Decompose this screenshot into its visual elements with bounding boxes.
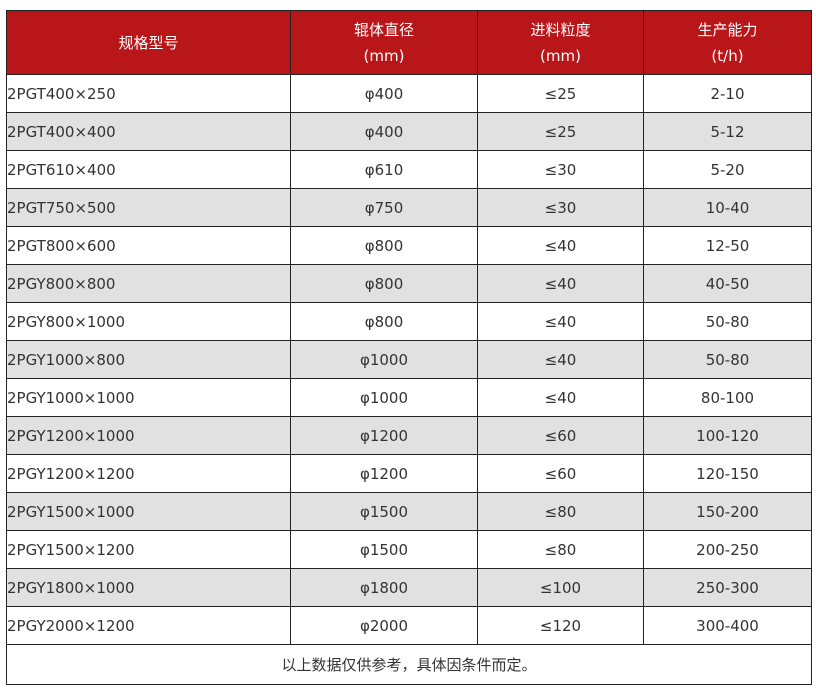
- table-cell: 12-50: [643, 226, 812, 265]
- header-label: 进料粒度: [530, 20, 591, 39]
- table-row: 2PGY1500×1000 φ1500 ≤80 150-200: [6, 492, 812, 531]
- table-cell: φ800: [290, 302, 478, 341]
- table-cell: 80-100: [643, 378, 812, 417]
- table-cell: ≤60: [477, 416, 644, 455]
- footer-row: 以上数据仅供参考，具体因条件而定。: [6, 644, 812, 685]
- table-row: 2PGY1000×800 φ1000 ≤40 50-80: [6, 340, 812, 379]
- table-cell: 2PGT610×400: [6, 150, 291, 189]
- table-cell: 2PGT400×400: [6, 112, 291, 151]
- table-row: 2PGY2000×1200 φ2000 ≤120 300-400: [6, 606, 812, 645]
- table-cell: 200-250: [643, 530, 812, 569]
- table-cell: ≤25: [477, 112, 644, 151]
- table-cell: 2-10: [643, 74, 812, 113]
- table-cell: φ1500: [290, 530, 478, 569]
- table-cell: φ400: [290, 74, 478, 113]
- table-cell: φ800: [290, 264, 478, 303]
- header-label: 生产能力: [697, 20, 758, 39]
- table-cell: 2PGY1500×1200: [6, 530, 291, 569]
- table-cell: 2PGY800×1000: [6, 302, 291, 341]
- table-cell: 5-12: [643, 112, 812, 151]
- table-row: 2PGY1000×1000 φ1000 ≤40 80-100: [6, 378, 812, 417]
- column-header: 生产能力 (t/h): [643, 10, 812, 75]
- table-cell: φ1800: [290, 568, 478, 607]
- header-label: 规格型号: [118, 33, 179, 52]
- table-cell: ≤30: [477, 188, 644, 227]
- table-cell: 2PGT400×250: [6, 74, 291, 113]
- table-cell: ≤80: [477, 530, 644, 569]
- table-cell: φ750: [290, 188, 478, 227]
- table-row: 2PGT800×600 φ800 ≤40 12-50: [6, 226, 812, 265]
- table-cell: 50-80: [643, 340, 812, 379]
- header-label: 辊体直径: [353, 20, 414, 39]
- table-cell: ≤100: [477, 568, 644, 607]
- table-row: 2PGT750×500 φ750 ≤30 10-40: [6, 188, 812, 227]
- column-header: 规格型号: [6, 10, 291, 75]
- table-cell: ≤60: [477, 454, 644, 493]
- table-cell: 40-50: [643, 264, 812, 303]
- table-cell: 10-40: [643, 188, 812, 227]
- table-row: 2PGY800×800 φ800 ≤40 40-50: [6, 264, 812, 303]
- table-cell: 2PGY1200×1000: [6, 416, 291, 455]
- spec-table: 规格型号 辊体直径 (mm) 进料粒度 (mm) 生产能力 (t/h) 2PGT400×25…: [6, 10, 812, 685]
- table-cell: ≤40: [477, 340, 644, 379]
- table-cell: ≤40: [477, 226, 644, 265]
- table-cell: ≤40: [477, 302, 644, 341]
- table-row: 2PGY1200×1000 φ1200 ≤60 100-120: [6, 416, 812, 455]
- table-cell: φ1200: [290, 416, 478, 455]
- table-cell: 2PGT750×500: [6, 188, 291, 227]
- table-row: 2PGY1200×1200 φ1200 ≤60 120-150: [6, 454, 812, 493]
- column-header: 进料粒度 (mm): [477, 10, 644, 75]
- table-cell: ≤40: [477, 264, 644, 303]
- column-header: 辊体直径 (mm): [290, 10, 478, 75]
- table-cell: φ2000: [290, 606, 478, 645]
- table-cell: ≤80: [477, 492, 644, 531]
- header-row: 规格型号 辊体直径 (mm) 进料粒度 (mm) 生产能力 (t/h): [6, 10, 812, 75]
- table-row: 2PGT400×250 φ400 ≤25 2-10: [6, 74, 812, 113]
- table-cell: φ1000: [290, 378, 478, 417]
- table-cell: ≤40: [477, 378, 644, 417]
- table-cell: 5-20: [643, 150, 812, 189]
- table-cell: 100-120: [643, 416, 812, 455]
- footer-note: 以上数据仅供参考，具体因条件而定。: [6, 644, 812, 685]
- table-cell: φ1000: [290, 340, 478, 379]
- table-cell: ≤30: [477, 150, 644, 189]
- table-cell: 2PGY1000×1000: [6, 378, 291, 417]
- table-cell: ≤25: [477, 74, 644, 113]
- table-cell: 150-200: [643, 492, 812, 531]
- table-row: 2PGY1800×1000 φ1800 ≤100 250-300: [6, 568, 812, 607]
- table-row: 2PGT400×400 φ400 ≤25 5-12: [6, 112, 812, 151]
- table-cell: φ800: [290, 226, 478, 265]
- table-cell: 300-400: [643, 606, 812, 645]
- table-cell: 2PGY800×800: [6, 264, 291, 303]
- table-cell: 2PGT800×600: [6, 226, 291, 265]
- table-row: 2PGY1500×1200 φ1500 ≤80 200-250: [6, 530, 812, 569]
- header-unit: (t/h): [711, 46, 744, 65]
- header-unit: (mm): [363, 46, 405, 65]
- table-row: 2PGT610×400 φ610 ≤30 5-20: [6, 150, 812, 189]
- table-cell: 50-80: [643, 302, 812, 341]
- table-row: 2PGY800×1000 φ800 ≤40 50-80: [6, 302, 812, 341]
- table-cell: 2PGY1200×1200: [6, 454, 291, 493]
- table-cell: 250-300: [643, 568, 812, 607]
- table-cell: 2PGY1500×1000: [6, 492, 291, 531]
- header-unit: (mm): [540, 46, 581, 65]
- table-cell: φ1500: [290, 492, 478, 531]
- table-cell: 2PGY2000×1200: [6, 606, 291, 645]
- table-cell: φ1200: [290, 454, 478, 493]
- table-cell: 2PGY1800×1000: [6, 568, 291, 607]
- table-cell: ≤120: [477, 606, 644, 645]
- table-cell: φ400: [290, 112, 478, 151]
- table-cell: 2PGY1000×800: [6, 340, 291, 379]
- table-cell: 120-150: [643, 454, 812, 493]
- table-cell: φ610: [290, 150, 478, 189]
